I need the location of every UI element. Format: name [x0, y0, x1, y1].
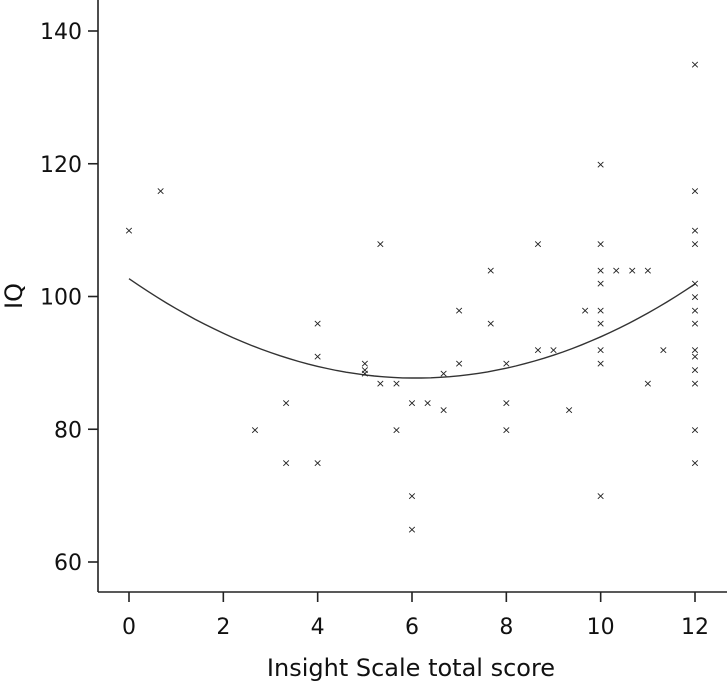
y-axis-ticks: 60 80 100 120 140 [40, 20, 98, 576]
data-point: × [643, 377, 652, 390]
data-point: × [250, 423, 259, 436]
data-point: × [596, 344, 605, 357]
data-point: × [690, 184, 699, 197]
data-point: × [690, 423, 699, 436]
data-point: × [628, 264, 637, 277]
data-point: × [596, 237, 605, 250]
data-point: × [596, 490, 605, 503]
y-tick-label: 80 [54, 418, 82, 443]
y-tick-label: 100 [40, 286, 82, 311]
data-point: × [596, 277, 605, 290]
data-point: × [502, 423, 511, 436]
x-tick-label: 4 [311, 615, 325, 640]
data-point: × [439, 403, 448, 416]
data-point: × [690, 304, 699, 317]
data-point: × [360, 367, 369, 380]
data-point: × [124, 224, 133, 237]
x-tick-label: 12 [681, 615, 709, 640]
data-point: × [690, 58, 699, 71]
data-point: × [360, 364, 369, 377]
data-point: × [455, 357, 464, 370]
data-point: × [690, 456, 699, 469]
data-point: × [486, 317, 495, 330]
data-point: × [313, 456, 322, 469]
data-point: × [313, 317, 322, 330]
data-point: × [659, 344, 668, 357]
x-tick-label: 6 [405, 615, 419, 640]
data-point: × [455, 304, 464, 317]
data-point: × [596, 264, 605, 277]
x-tick-label: 2 [216, 615, 230, 640]
x-axis-ticks: 0 2 4 6 8 10 12 [122, 592, 709, 640]
y-tick-label: 120 [40, 153, 82, 178]
data-point: × [502, 357, 511, 370]
x-axis-title: Insight Scale total score [267, 654, 555, 682]
fit-curve [128, 278, 696, 379]
data-point: × [376, 237, 385, 250]
data-point: × [690, 317, 699, 330]
x-tick-label: 8 [499, 615, 513, 640]
y-tick-label: 140 [40, 20, 82, 45]
data-point: × [533, 237, 542, 250]
data-point: × [596, 158, 605, 171]
data-point: × [596, 304, 605, 317]
data-point: × [690, 291, 699, 304]
data-point: × [360, 357, 369, 370]
data-point: × [502, 397, 511, 410]
data-points: × × × × × × × × × × × × × × × × × × × × × × × × × × × × × × × × × × × × × × × ×… [124, 58, 699, 536]
data-point: × [392, 423, 401, 436]
data-point: × [407, 397, 416, 410]
data-point: × [549, 344, 558, 357]
data-point: × [533, 344, 542, 357]
data-point: × [156, 184, 165, 197]
data-point: × [392, 377, 401, 390]
data-point: × [423, 397, 432, 410]
data-point: × [439, 367, 448, 380]
x-tick-label: 10 [587, 615, 615, 640]
data-point: × [376, 377, 385, 390]
y-tick-label: 60 [54, 551, 82, 576]
y-axis-title: IQ [0, 283, 28, 309]
data-point: × [612, 264, 621, 277]
data-point: × [313, 350, 322, 363]
data-point: × [690, 237, 699, 250]
data-point: × [486, 264, 495, 277]
data-point: × [690, 350, 699, 363]
data-point: × [281, 397, 290, 410]
data-point: × [596, 357, 605, 370]
data-point: × [690, 277, 699, 290]
data-point: × [643, 264, 652, 277]
data-point: × [281, 456, 290, 469]
data-point: × [596, 317, 605, 330]
data-point: × [407, 523, 416, 536]
x-tick-label: 0 [122, 615, 136, 640]
data-point: × [690, 344, 699, 357]
data-point: × [690, 224, 699, 237]
data-point: × [564, 403, 573, 416]
data-point: × [690, 364, 699, 377]
data-point: × [690, 377, 699, 390]
data-point: × [580, 304, 589, 317]
data-point: × [407, 490, 416, 503]
